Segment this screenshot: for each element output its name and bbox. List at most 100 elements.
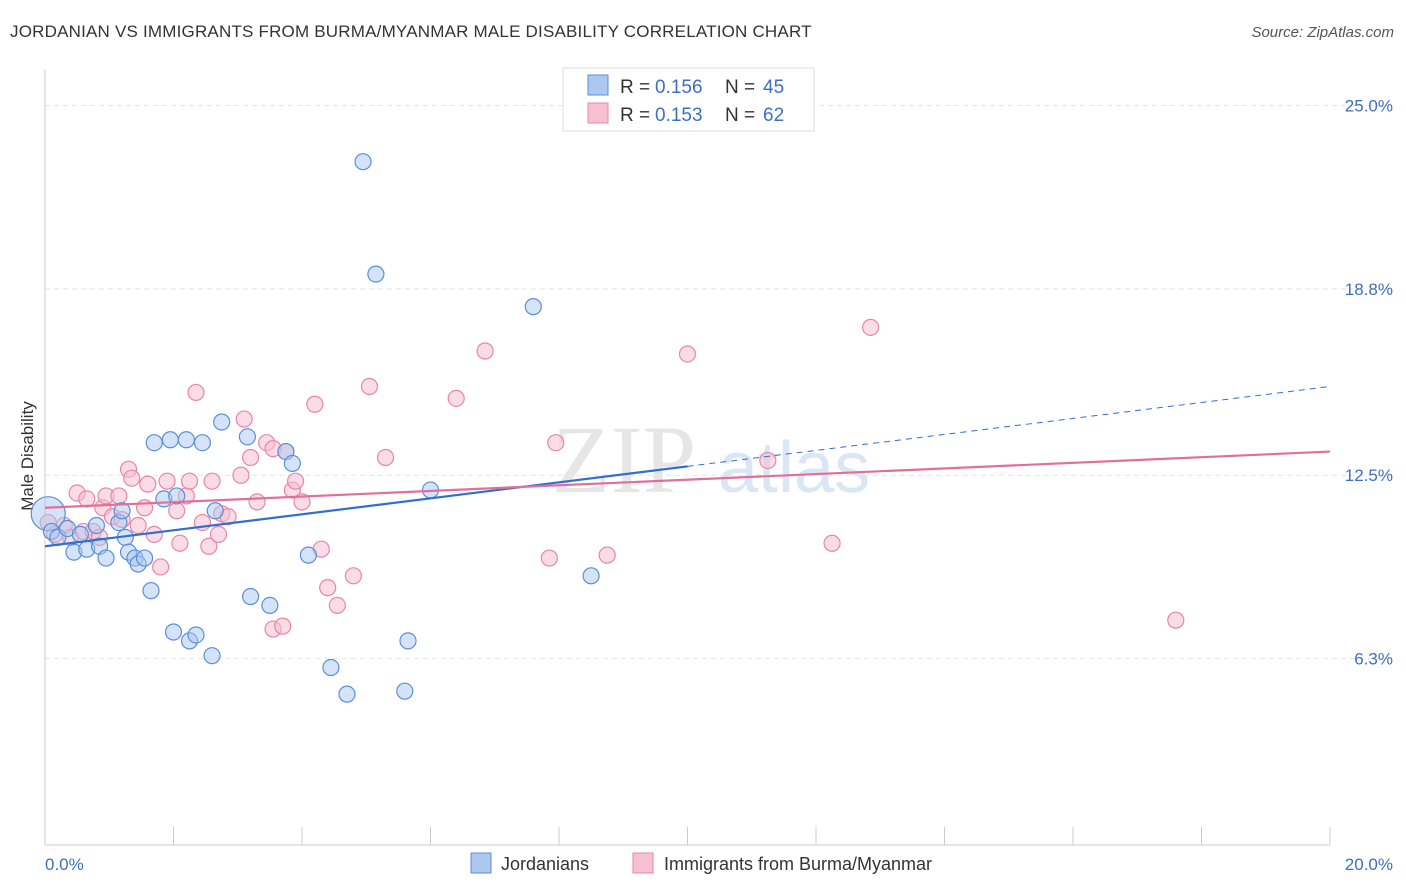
y-tick-label-2: 18.8% [1345, 280, 1393, 299]
burma-point-61 [1167, 611, 1185, 629]
jordanians-point-5 [71, 525, 89, 544]
burma-point-53 [476, 342, 494, 360]
legend-n-value-2: 62 [763, 105, 784, 126]
grid-lines [45, 104, 1392, 660]
burma-point-33 [232, 466, 250, 484]
burma-trend-line [44, 450, 1331, 509]
jordanians-point-39 [367, 265, 385, 283]
jordanians-point-27 [203, 647, 221, 665]
burma-point-48 [328, 596, 346, 615]
watermark-atlas: atlas [718, 428, 870, 508]
y-tick-label-3: 25.0% [1345, 96, 1393, 115]
jordanians-point-22 [168, 487, 186, 505]
burma-point-57 [678, 345, 697, 363]
jordanians-point-41 [399, 632, 417, 650]
burma-point-16 [129, 516, 147, 535]
burma-point-51 [376, 448, 395, 467]
jordanians-point-9 [97, 549, 115, 567]
burma-point-30 [209, 525, 228, 544]
burma-point-12 [110, 487, 128, 505]
legend-n-value-1: 45 [763, 77, 784, 98]
burma-point-59 [823, 534, 841, 552]
y-tick-label-1: 12.5% [1345, 466, 1393, 485]
burma-point-60 [862, 318, 880, 336]
burma-point-56 [598, 546, 616, 564]
jordanians-point-17 [142, 582, 160, 600]
burma-point-55 [547, 434, 565, 452]
jordanians-point-18 [145, 434, 163, 452]
bottom-legend-label-jordanians: Jordanians [501, 854, 589, 874]
source-label: Source: ZipAtlas.com [1251, 24, 1394, 41]
top-legend: R = 0.156 N = 45 R = 0.153 N = 62 [562, 67, 815, 132]
jordanians-point-26 [193, 434, 212, 452]
jordanians-point-32 [261, 596, 279, 615]
bottom-legend-swatch-jordanians [470, 852, 492, 874]
burma-point-36 [248, 493, 266, 511]
burma-point-45 [306, 395, 324, 413]
burma-point-44 [293, 493, 311, 511]
legend-r-label-1: R = [620, 77, 650, 98]
bottom-legend: Jordanians Immigrants from Burma/Myanmar [470, 852, 932, 874]
burma-point-20 [152, 558, 170, 576]
jordanians-point-7 [87, 516, 106, 535]
jordanians-point-23 [177, 431, 195, 449]
jordanians-point-35 [299, 546, 318, 564]
burma-point-58 [759, 451, 777, 470]
jordanians-point-43 [524, 298, 542, 316]
jordanians-point-38 [354, 153, 372, 171]
burma-point-15 [123, 469, 141, 487]
axes [44, 70, 1331, 846]
bottom-legend-swatch-burma [632, 852, 654, 874]
burma-point-49 [344, 567, 362, 585]
burma-point-6 [78, 490, 96, 508]
legend-r-label-2: R = [620, 105, 650, 126]
legend-n-label-1: N = [725, 77, 755, 98]
burma-point-18 [139, 475, 157, 493]
trend-lines [44, 386, 1331, 548]
chart-title: JORDANIAN VS IMMIGRANTS FROM BURMA/MYANM… [10, 22, 812, 41]
jordanians-point-30 [238, 428, 256, 446]
watermark-zip: ZIP [552, 406, 696, 513]
jordanians-trend-extension [687, 386, 1331, 467]
burma-point-47 [319, 579, 337, 597]
legend-swatch-burma [587, 102, 609, 124]
legend-r-value-2: 0.153 [655, 105, 703, 126]
y-tick-label-0: 6.3% [1354, 650, 1393, 669]
jordanians-trend-line [44, 465, 688, 548]
burma-point-50 [360, 377, 379, 396]
burma-point-26 [187, 383, 205, 402]
bottom-legend-label-burma: Immigrants from Burma/Myanmar [664, 854, 932, 874]
legend-r-value-1: 0.156 [655, 77, 703, 98]
x-tick-label-0: 0.0% [45, 855, 84, 874]
jordanians-point-29 [213, 413, 231, 431]
tick-labels: 6.3% 12.5% 18.8% 25.0% 0.0% 20.0% [45, 96, 1393, 874]
jordanians-point-34 [283, 454, 301, 473]
legend-swatch-jordanians [587, 74, 609, 96]
jordanians-point-37 [338, 685, 356, 703]
jordanians-point-21 [164, 623, 183, 641]
legend-n-label-2: N = [725, 105, 755, 126]
jordanians-point-31 [242, 587, 260, 606]
burma-point-22 [168, 502, 186, 520]
burma-point-54 [540, 549, 558, 567]
burma-point-43 [286, 472, 305, 490]
jordanians-point-28 [206, 502, 224, 520]
burma-point-52 [447, 389, 465, 407]
burma-point-29 [203, 472, 221, 490]
jordanians-point-20 [161, 431, 179, 449]
jordanians-point-16 [135, 549, 154, 567]
series-jordanians-points [30, 153, 600, 703]
jordanians-point-11 [113, 502, 131, 520]
burma-point-23 [171, 534, 189, 552]
jordanians-point-36 [322, 658, 340, 677]
burma-point-28 [200, 537, 218, 555]
burma-point-35 [242, 448, 260, 467]
burma-point-21 [158, 472, 176, 490]
jordanians-point-44 [582, 567, 600, 585]
jordanians-point-25 [187, 626, 205, 644]
x-tick-label-1: 20.0% [1345, 855, 1393, 874]
jordanians-point-40 [396, 682, 414, 700]
burma-point-40 [274, 617, 292, 635]
burma-point-25 [180, 472, 199, 490]
